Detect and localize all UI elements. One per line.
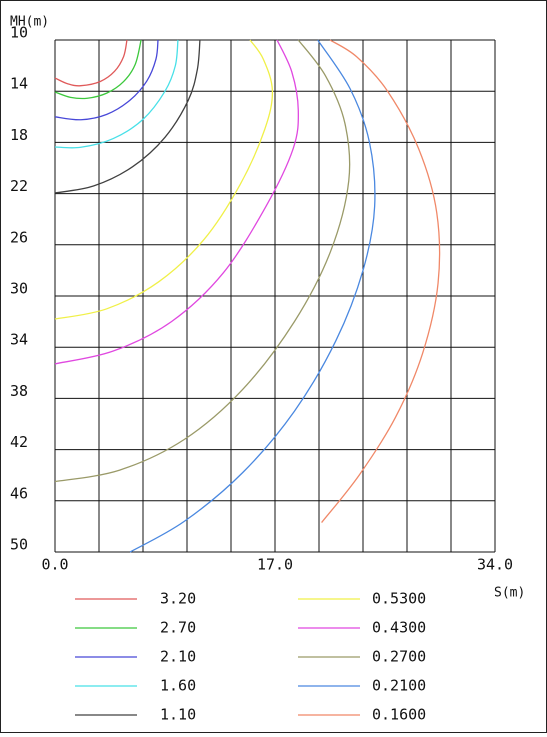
y-axis-label: MH(m) [10,15,49,30]
legend-label: 0.2100 [372,677,426,695]
legend-label: 1.60 [160,677,196,695]
contour-line [54,39,159,121]
legend-label: 0.2700 [372,648,426,666]
x-tick-label: 34.0 [477,556,513,574]
y-tick-label: 14 [10,75,28,93]
legend-label: 0.5300 [372,590,426,608]
y-tick-label: 10 [10,24,28,42]
contour-line [54,39,179,149]
contour-line [321,39,441,523]
y-tick-label: 46 [10,484,28,502]
legend-label: 2.70 [160,619,196,637]
x-tick-label: 0.0 [41,556,68,574]
y-tick-label: 26 [10,228,28,246]
y-tick-label: 34 [10,331,28,349]
y-tick-label: 38 [10,382,28,400]
legend-label: 3.20 [160,590,196,608]
legend-label: 2.10 [160,648,196,666]
contour-line [54,39,351,483]
y-tick-label: 50 [10,536,28,554]
contour-line [129,39,376,553]
contour-line [54,39,274,320]
contour-line [54,39,201,194]
x-axis-label: S(m) [494,586,525,601]
legend-label: 0.1600 [372,706,426,724]
y-tick-label: 42 [10,433,28,451]
legend-label: 1.10 [160,706,196,724]
x-tick-label: 17.0 [257,556,293,574]
y-tick-label: 18 [10,126,28,144]
contour-line [54,39,128,87]
legend-label: 0.4300 [372,619,426,637]
y-tick-label: 30 [10,280,28,298]
contour-line [54,39,300,365]
y-tick-label: 22 [10,177,28,195]
contour-line [54,39,142,100]
